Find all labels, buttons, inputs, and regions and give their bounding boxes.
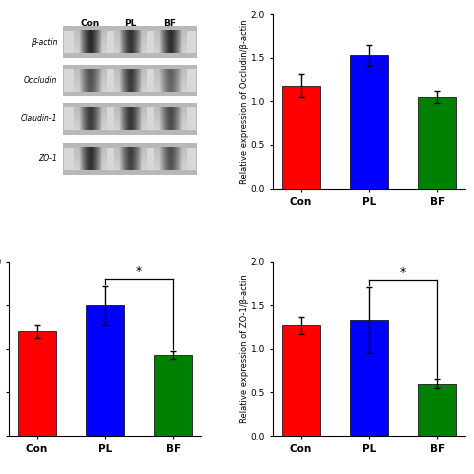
Bar: [63, 27, 197, 58]
Bar: [419, 97, 456, 189]
Bar: [64, 147, 196, 170]
Bar: [18, 331, 55, 436]
Bar: [155, 355, 192, 436]
Text: *: *: [400, 266, 406, 279]
Bar: [86, 305, 124, 436]
Y-axis label: Relative expression of ZO-1/β-actin: Relative expression of ZO-1/β-actin: [240, 274, 249, 423]
Bar: [64, 31, 196, 54]
Bar: [63, 103, 197, 135]
Bar: [64, 108, 196, 130]
Bar: [63, 65, 197, 96]
Bar: [419, 384, 456, 436]
Y-axis label: Relative expression of Occludin/β-actin: Relative expression of Occludin/β-actin: [240, 19, 249, 184]
Text: Claudin-1: Claudin-1: [21, 114, 57, 123]
Bar: [282, 325, 319, 436]
Bar: [282, 86, 319, 189]
Bar: [350, 320, 388, 436]
Text: ZO-1: ZO-1: [38, 155, 57, 164]
Bar: [64, 69, 196, 92]
Text: β-actin: β-actin: [31, 37, 57, 46]
Text: PL: PL: [124, 19, 136, 28]
Text: Occludin: Occludin: [24, 76, 57, 85]
Text: BF: BF: [164, 19, 177, 28]
Bar: [63, 143, 197, 174]
Text: Con: Con: [80, 19, 100, 28]
Bar: [350, 55, 388, 189]
Text: *: *: [136, 265, 142, 278]
